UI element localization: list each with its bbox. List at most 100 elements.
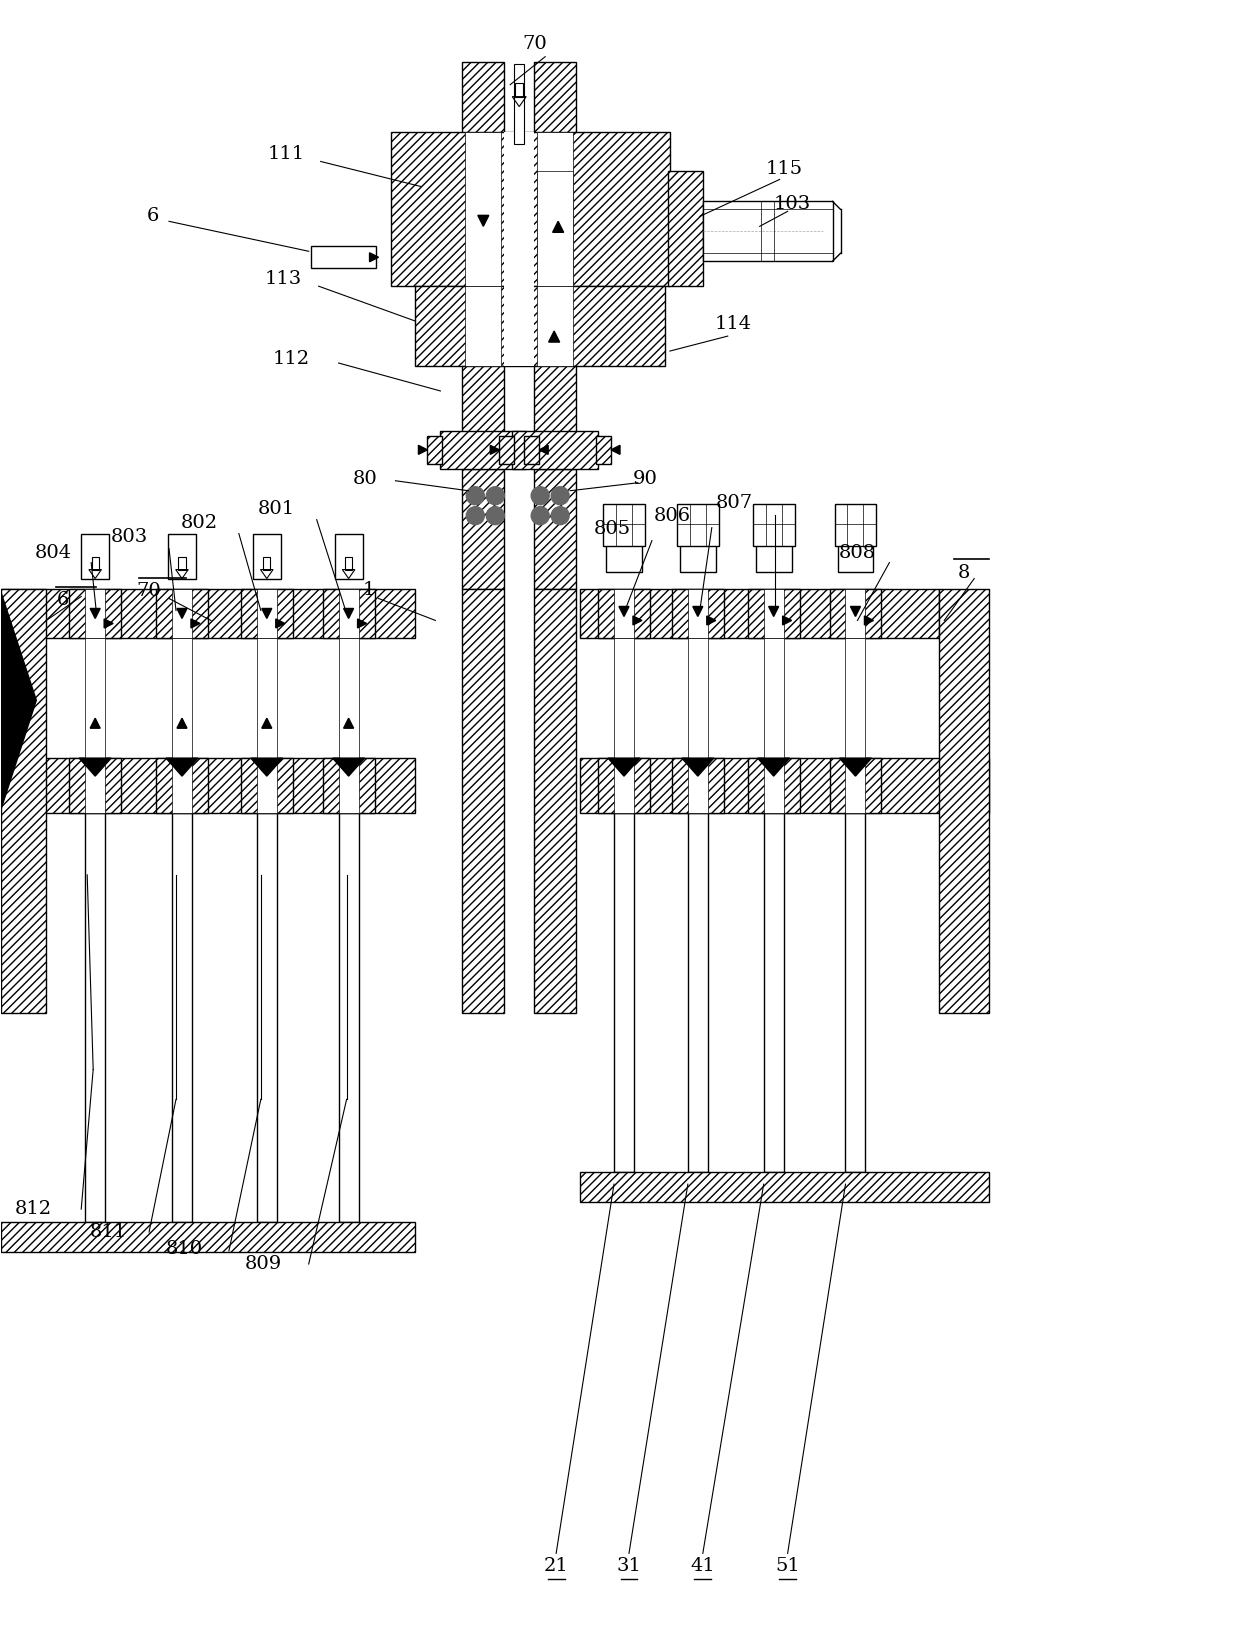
Bar bbox=[257, 588, 277, 639]
Polygon shape bbox=[548, 331, 559, 342]
Bar bbox=[764, 588, 784, 639]
Text: 811: 811 bbox=[89, 1224, 126, 1242]
Text: 805: 805 bbox=[594, 519, 631, 537]
Bar bbox=[463, 468, 505, 588]
Bar bbox=[846, 758, 866, 812]
Polygon shape bbox=[864, 616, 873, 626]
Bar bbox=[748, 588, 800, 639]
Polygon shape bbox=[177, 717, 187, 729]
Text: 807: 807 bbox=[717, 493, 754, 511]
Bar bbox=[534, 588, 577, 1012]
Circle shape bbox=[466, 486, 485, 505]
Bar bbox=[1, 1222, 415, 1251]
Bar bbox=[614, 758, 634, 812]
Text: 802: 802 bbox=[180, 514, 217, 532]
Bar bbox=[830, 758, 882, 812]
Bar bbox=[830, 588, 882, 639]
Circle shape bbox=[486, 506, 505, 524]
Bar bbox=[440, 431, 526, 468]
Bar bbox=[515, 64, 525, 144]
Bar bbox=[598, 588, 650, 639]
Bar bbox=[428, 436, 443, 464]
Bar bbox=[688, 588, 708, 639]
Bar bbox=[339, 639, 358, 758]
Bar bbox=[505, 287, 534, 365]
Bar bbox=[753, 505, 795, 545]
Polygon shape bbox=[1, 593, 36, 808]
Bar bbox=[835, 505, 877, 545]
Bar bbox=[764, 758, 784, 812]
Text: 6: 6 bbox=[146, 208, 159, 226]
Bar bbox=[86, 639, 105, 758]
Bar bbox=[534, 62, 577, 192]
Bar bbox=[415, 287, 665, 365]
Polygon shape bbox=[91, 608, 100, 619]
Text: 90: 90 bbox=[632, 470, 657, 488]
Bar bbox=[512, 431, 598, 468]
Bar bbox=[322, 758, 374, 812]
Circle shape bbox=[466, 506, 485, 524]
Bar bbox=[391, 131, 670, 287]
Text: 112: 112 bbox=[272, 351, 309, 369]
Text: 803: 803 bbox=[110, 527, 148, 545]
Bar bbox=[672, 758, 724, 812]
Bar bbox=[311, 246, 376, 269]
Bar bbox=[465, 131, 501, 287]
Bar bbox=[263, 557, 270, 570]
Circle shape bbox=[531, 486, 549, 505]
Bar bbox=[86, 812, 105, 1222]
Polygon shape bbox=[91, 717, 100, 729]
Bar bbox=[598, 758, 650, 812]
Bar bbox=[580, 1173, 990, 1202]
Bar bbox=[86, 758, 105, 812]
Bar bbox=[672, 588, 724, 639]
Bar bbox=[1, 588, 415, 639]
Polygon shape bbox=[79, 758, 112, 776]
Bar bbox=[688, 812, 708, 1173]
Polygon shape bbox=[477, 215, 489, 226]
Bar bbox=[345, 557, 352, 570]
Bar bbox=[257, 758, 277, 812]
Text: 80: 80 bbox=[353, 470, 378, 488]
Polygon shape bbox=[782, 616, 791, 626]
Bar bbox=[596, 436, 611, 464]
Bar bbox=[688, 639, 708, 758]
Bar bbox=[257, 639, 277, 758]
Polygon shape bbox=[490, 446, 500, 454]
Polygon shape bbox=[343, 717, 353, 729]
Bar bbox=[1, 758, 415, 812]
Text: 6: 6 bbox=[57, 591, 69, 609]
Polygon shape bbox=[166, 758, 198, 776]
Text: 806: 806 bbox=[653, 506, 691, 524]
Text: 111: 111 bbox=[267, 146, 304, 164]
Bar bbox=[534, 468, 577, 588]
Bar bbox=[463, 588, 505, 1012]
Bar bbox=[703, 201, 832, 260]
Bar bbox=[69, 758, 122, 812]
Bar bbox=[764, 639, 784, 758]
Polygon shape bbox=[262, 608, 272, 619]
Bar bbox=[322, 588, 374, 639]
Bar bbox=[172, 588, 192, 639]
Bar bbox=[69, 588, 122, 639]
Circle shape bbox=[531, 506, 549, 524]
Polygon shape bbox=[758, 758, 790, 776]
Text: 51: 51 bbox=[775, 1558, 800, 1576]
Polygon shape bbox=[539, 446, 548, 454]
Bar bbox=[525, 436, 539, 464]
Text: 70: 70 bbox=[136, 581, 161, 600]
Text: 113: 113 bbox=[264, 270, 301, 288]
Bar bbox=[172, 812, 192, 1222]
Bar bbox=[86, 588, 105, 639]
Bar bbox=[614, 588, 634, 639]
Bar bbox=[764, 812, 784, 1173]
Bar bbox=[614, 812, 634, 1173]
Text: 70: 70 bbox=[523, 34, 548, 52]
Bar bbox=[534, 365, 577, 455]
Bar bbox=[516, 82, 523, 97]
Bar bbox=[537, 131, 573, 287]
Bar bbox=[677, 505, 719, 545]
Bar bbox=[668, 172, 703, 287]
Polygon shape bbox=[104, 619, 113, 627]
Polygon shape bbox=[332, 758, 365, 776]
